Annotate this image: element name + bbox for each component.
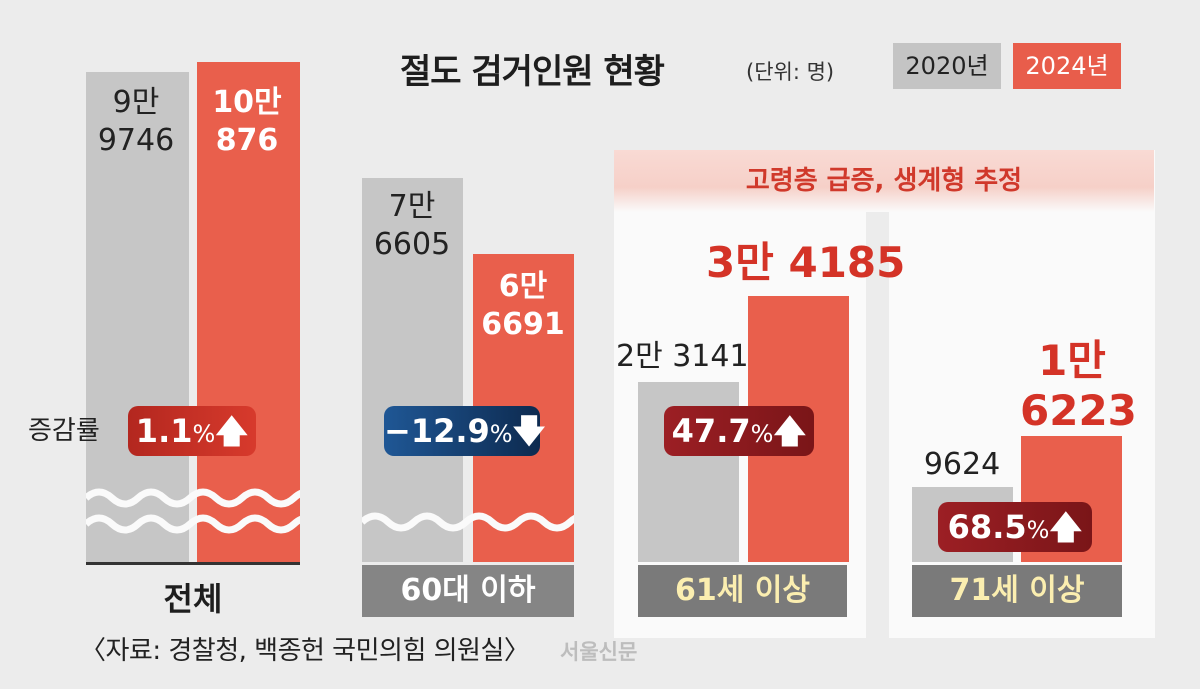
publisher-logo: 서울신문: [560, 640, 638, 664]
unit-label: (단위: 명): [746, 60, 835, 84]
change-rate-61plus: 47.7%🡅: [664, 406, 814, 456]
legend-2024: 2024년: [1013, 43, 1121, 89]
category-label-61plus: 61세 이상: [638, 565, 847, 617]
value-label-2020-under60: 7만 6605: [373, 189, 451, 262]
axis-break-wave-under60: [362, 512, 574, 532]
source-note: 〈자료: 경찰청, 백종헌 국민의힘 의원실〉: [80, 636, 530, 666]
category-label-71plus: 71세 이상: [912, 565, 1122, 617]
category-label-total: 전체: [163, 580, 223, 618]
highlight-caption: 고령층 급증, 생계형 추정: [745, 166, 1023, 196]
value-label-2020-71plus: 9624: [923, 447, 1001, 482]
legend-2020: 2020년: [893, 43, 1001, 89]
highlight-band: [614, 150, 1154, 212]
bar-2020-under60: [362, 178, 463, 562]
change-rate-label: 증감률: [28, 416, 100, 446]
change-rate-total: 1.1%🡅: [128, 406, 256, 456]
arrow-up-icon: 🡅: [215, 412, 249, 450]
arrow-down-icon: 🡇: [512, 412, 546, 450]
chart-title: 절도 검거인원 현황: [400, 52, 665, 92]
baseline-total: [86, 562, 300, 565]
value-label-2020-total: 9만 9746: [97, 85, 175, 158]
change-rate-71plus: 68.5%🡅: [938, 502, 1092, 552]
category-label-under60: 60대 이하: [362, 565, 574, 617]
value-label-2024-61plus: 3만 4185: [706, 238, 906, 287]
value-label-2024-total: 10만 876: [212, 85, 282, 158]
value-label-2024-71plus: 1만 6223: [1020, 336, 1137, 435]
value-label-2024-under60: 6만 6691: [481, 269, 565, 342]
bar-2024-total: [197, 62, 300, 562]
change-rate-under60: −12.9%🡇: [384, 406, 545, 456]
arrow-up-icon: 🡅: [773, 412, 807, 450]
arrow-up-icon: 🡅: [1049, 508, 1083, 546]
axis-break-wave-total: [86, 488, 300, 534]
value-label-2020-61plus: 2만 3141: [616, 339, 749, 374]
bar-2020-total: [86, 72, 189, 562]
